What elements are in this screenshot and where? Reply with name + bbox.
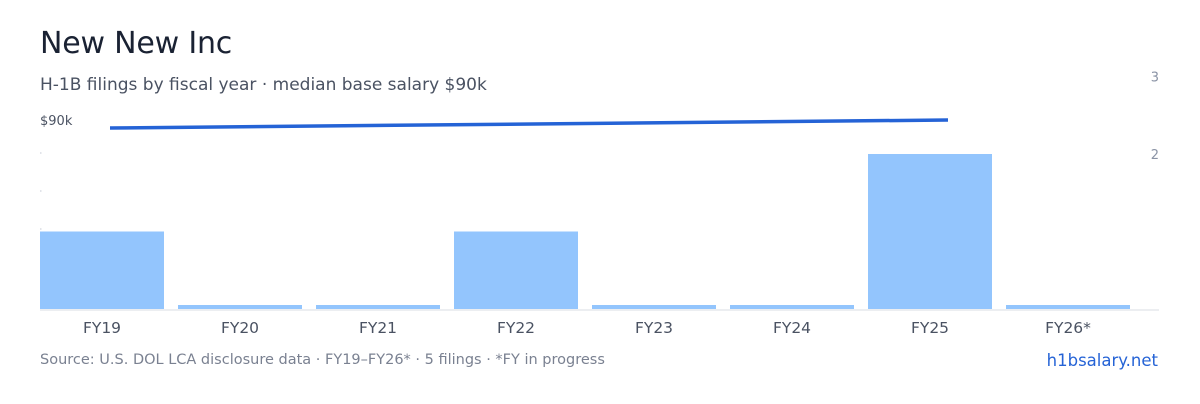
x-tick-label-FY24: FY24: [773, 319, 811, 337]
x-tick-label-FY22: FY22: [497, 319, 535, 337]
right-axis-tick-label-2: 2: [1151, 148, 1159, 163]
bar-FY25: [868, 154, 992, 309]
x-tick-label-FY26*: FY26*: [1045, 319, 1091, 337]
bar-FY22: [454, 231, 578, 309]
x-tick-label-FY23: FY23: [635, 319, 673, 337]
chart-title: New New Inc: [40, 26, 233, 61]
left-axis-tick-label: $90k: [40, 114, 73, 129]
right-axis-tick-label-3: 3: [1151, 71, 1159, 86]
bar-FY21: [316, 305, 440, 309]
x-tick-label-FY25: FY25: [911, 319, 949, 337]
brand-link[interactable]: h1bsalary.net: [1046, 351, 1158, 370]
x-tick-label-FY21: FY21: [359, 319, 397, 337]
bar-FY19: [40, 231, 164, 309]
x-tick-label-FY20: FY20: [221, 319, 259, 337]
chart-subtitle: H-1B filings by fiscal year · median bas…: [40, 75, 487, 95]
source-note: Source: U.S. DOL LCA disclosure data · F…: [40, 352, 605, 368]
salary-line: [109, 118, 949, 130]
bar-FY26*: [1006, 305, 1130, 309]
bar-FY24: [730, 305, 854, 309]
bar-FY23: [592, 305, 716, 309]
bar-FY20: [178, 305, 302, 309]
x-tick-label-FY19: FY19: [83, 319, 121, 337]
